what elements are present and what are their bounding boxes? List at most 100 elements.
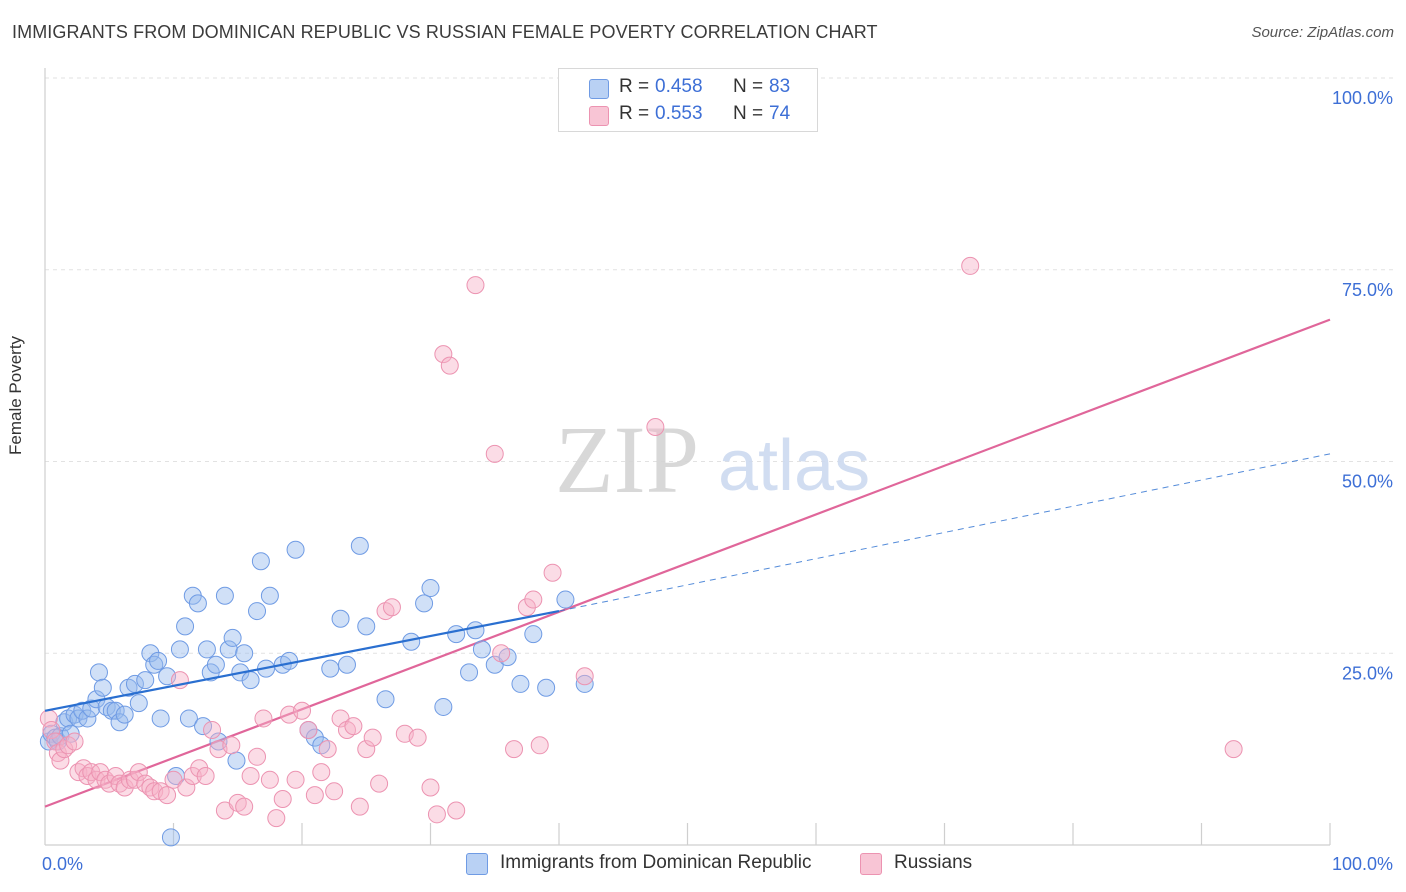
point-dominican (575, 674, 594, 693)
point-russians (575, 667, 594, 686)
y-tick-label: 50.0% (1342, 472, 1393, 492)
point-russians (325, 782, 344, 801)
point-russians (344, 717, 363, 736)
point-dominican (241, 671, 260, 690)
trend-russians (44, 318, 1331, 808)
stats-swatch-dominican (589, 79, 609, 99)
point-dominican (331, 609, 350, 628)
point-russians (466, 276, 485, 295)
point-dominican (321, 659, 340, 678)
legend-label-dominican: Immigrants from Dominican Republic (500, 852, 812, 873)
point-russians (177, 778, 196, 797)
point-russians (183, 766, 202, 785)
point-dominican (305, 728, 324, 747)
legend-swatch-russians (860, 853, 882, 875)
point-dominican (556, 590, 575, 609)
point-dominican (161, 828, 180, 847)
legend-swatch-dominican (466, 853, 488, 875)
point-russians (408, 728, 427, 747)
point-dominican (286, 540, 305, 559)
grid-lines (45, 77, 1395, 654)
point-russians (434, 345, 453, 364)
point-dominican (106, 701, 125, 720)
trendline-dominican (44, 609, 560, 712)
stats-n-value: 83 (769, 76, 791, 97)
point-russians (129, 763, 148, 782)
point-dominican (89, 663, 108, 682)
point-dominican (337, 655, 356, 674)
point-russians (305, 786, 324, 805)
y-tick-label: 75.0% (1342, 280, 1393, 300)
tick-labels: 100.0% 75.0% 50.0% 25.0% 0.0% 100.0% (42, 88, 1393, 874)
stats-n-label: N = (733, 76, 764, 97)
point-dominican (141, 644, 160, 663)
point-russians (961, 256, 980, 275)
point-dominican (219, 640, 238, 659)
point-russians (235, 797, 254, 816)
stats-n-value: 74 (769, 103, 791, 124)
point-dominican (78, 709, 97, 728)
point-russians (370, 774, 389, 793)
point-dominican (357, 617, 376, 636)
point-dominican (350, 536, 369, 555)
trend-dominican (44, 453, 1331, 712)
point-dominican (179, 709, 198, 728)
stats-n-label: N = (733, 103, 764, 124)
point-russians (190, 759, 209, 778)
stats-swatch-russians (589, 106, 609, 126)
point-dominican (93, 678, 112, 697)
point-dominican (170, 640, 189, 659)
point-russians (286, 770, 305, 789)
point-dominican (176, 617, 195, 636)
point-dominican (421, 579, 440, 598)
point-russians (382, 598, 401, 617)
point-dominican (82, 699, 101, 718)
point-russians (357, 740, 376, 759)
point-russians (222, 736, 241, 755)
point-dominican (151, 709, 170, 728)
point-dominican (376, 690, 395, 709)
point-dominican (136, 671, 155, 690)
point-russians (254, 709, 273, 728)
point-dominican (472, 640, 491, 659)
point-russians (363, 728, 382, 747)
point-dominican (537, 678, 556, 697)
point-dominican (415, 594, 434, 613)
point-russians (196, 766, 215, 785)
point-russians (1224, 740, 1243, 759)
point-dominican (434, 697, 453, 716)
y-axis-label: Female Poverty (6, 335, 25, 455)
legend-label-russians: Russians (894, 852, 973, 873)
point-russians (447, 801, 466, 820)
point-dominican (188, 594, 207, 613)
point-russians (273, 789, 292, 808)
point-russians (517, 598, 536, 617)
point-russians (485, 444, 504, 463)
stats-r-label: R = (619, 76, 650, 97)
point-russians (299, 720, 318, 739)
point-dominican (260, 586, 279, 605)
point-dominican (466, 621, 485, 640)
point-russians (530, 736, 549, 755)
axes (44, 68, 1331, 846)
point-dominican (511, 674, 530, 693)
point-russians (318, 740, 337, 759)
x-tick-label: 100.0% (1332, 854, 1393, 874)
point-dominican (215, 586, 234, 605)
point-russians (158, 786, 177, 805)
source-label: Source: ZipAtlas.com (1251, 24, 1394, 41)
watermark-atlas: atlas (718, 426, 870, 506)
point-dominican (524, 625, 543, 644)
points-dominican (39, 536, 594, 847)
point-dominican (227, 751, 246, 770)
point-dominican (197, 640, 216, 659)
point-dominican (115, 705, 134, 724)
y-tick-label: 100.0% (1332, 88, 1393, 108)
point-dominican (206, 655, 225, 674)
y-tick-label: 25.0% (1342, 663, 1393, 683)
stats-box: R = 0.458 N = 83 R = 0.553 N = 74 (558, 68, 818, 132)
point-russians (427, 805, 446, 824)
chart-title: IMMIGRANTS FROM DOMINICAN REPUBLIC VS RU… (12, 22, 878, 42)
watermark: ZIP atlas (555, 406, 870, 513)
